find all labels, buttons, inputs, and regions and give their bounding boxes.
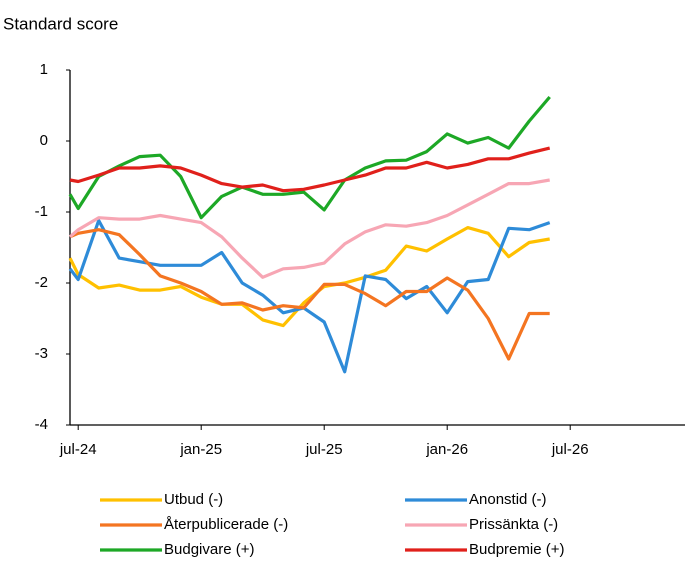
legend-label: Återpublicerade (-) xyxy=(164,516,288,533)
x-tick-label: jan-26 xyxy=(425,441,468,458)
y-tick-label: -4 xyxy=(35,416,48,433)
series-line xyxy=(69,228,550,361)
y-tick-label: 0 xyxy=(40,132,48,149)
y-tick-label: -2 xyxy=(35,274,48,291)
legend-label: Prissänkta (-) xyxy=(469,516,558,533)
series-line xyxy=(68,178,550,279)
legend-label: Utbud (-) xyxy=(164,491,223,508)
x-tick-label: jul-24 xyxy=(59,441,97,458)
y-tick-label: -3 xyxy=(35,345,48,362)
legend-label: Budpremie (+) xyxy=(469,541,564,558)
y-axis-title: Standard score xyxy=(3,14,118,33)
legend-label: Anonstid (-) xyxy=(469,491,547,508)
series-line xyxy=(68,95,551,220)
y-tick-label: -1 xyxy=(35,203,48,220)
legend-label: Budgivare (+) xyxy=(164,541,254,558)
x-tick-label: jul-26 xyxy=(551,441,589,458)
x-tick-label: jul-25 xyxy=(305,441,343,458)
x-tick-label: jan-25 xyxy=(179,441,222,458)
series-line xyxy=(68,226,550,328)
y-tick-label: 1 xyxy=(40,61,48,78)
series-line xyxy=(69,146,551,193)
